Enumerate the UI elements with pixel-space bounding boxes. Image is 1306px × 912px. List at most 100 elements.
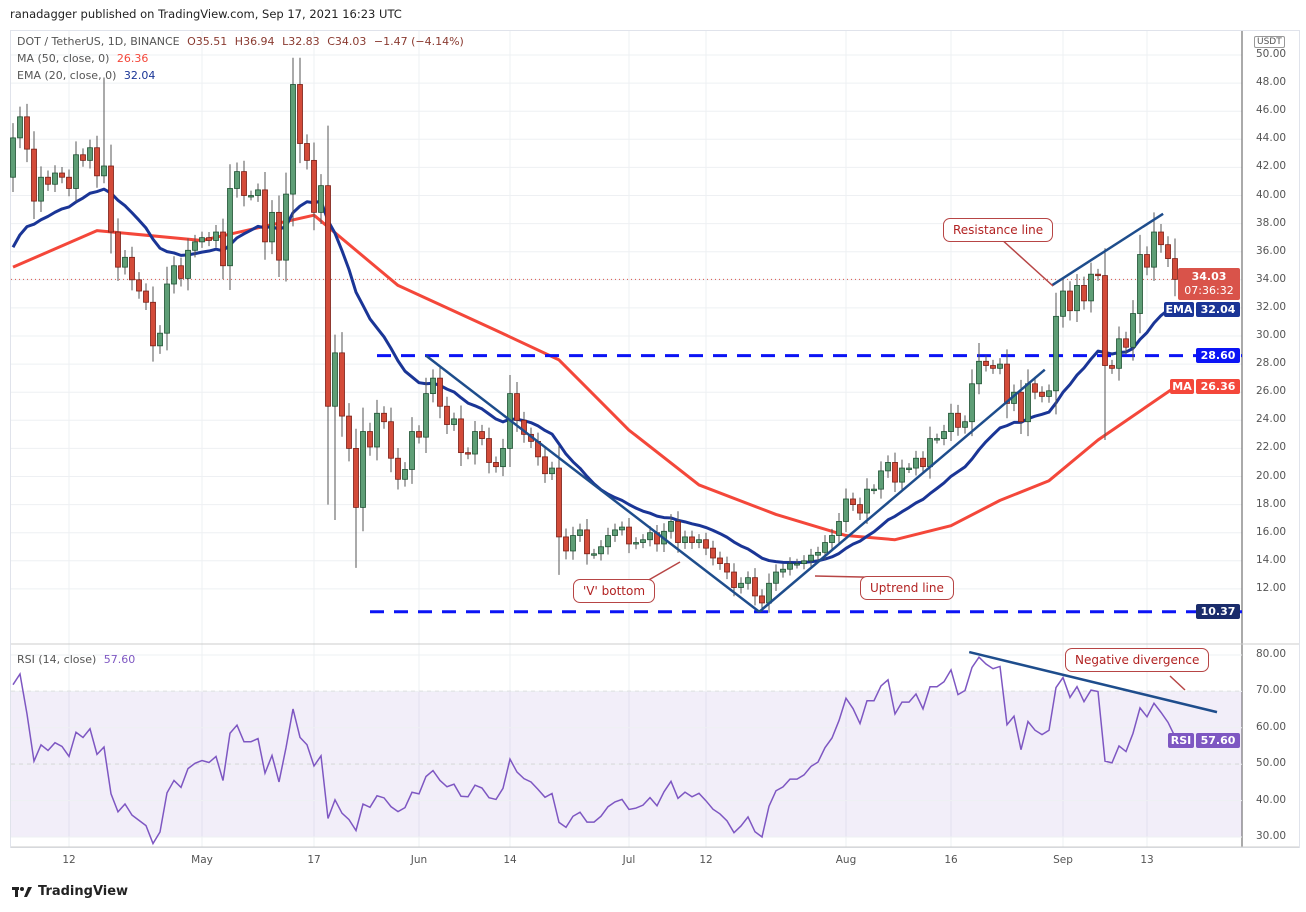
candle-down xyxy=(353,447,359,508)
candle-up xyxy=(1130,313,1136,348)
candle-up xyxy=(843,498,849,522)
time-tick-label: Aug xyxy=(835,854,857,866)
candle-up xyxy=(885,462,891,472)
countdown: 07:36:32 xyxy=(1184,284,1234,297)
candle-up xyxy=(101,165,107,177)
candle-down xyxy=(220,231,226,267)
candle-down xyxy=(1123,338,1129,348)
candle-up xyxy=(234,171,240,189)
candle-up xyxy=(969,383,975,423)
resistance-line-callout[interactable]: Resistance line xyxy=(943,218,1054,242)
time-tick-label: 16 xyxy=(944,854,958,866)
candle-down xyxy=(143,290,149,303)
candle-up xyxy=(360,431,366,508)
candle-up xyxy=(1151,231,1157,268)
candle-up xyxy=(899,467,905,483)
ma-legend[interactable]: MA (50, close, 0) 26.36 xyxy=(17,52,148,65)
candle-up xyxy=(668,521,674,532)
candle-down xyxy=(178,265,184,279)
candle-up xyxy=(605,535,611,548)
candle-down xyxy=(1109,365,1115,369)
candle-up xyxy=(1060,290,1066,317)
tradingview-logo[interactable]: TradingView xyxy=(12,884,128,899)
candle-down xyxy=(66,176,72,189)
candle-up xyxy=(269,211,275,243)
price-tick-label: 42.00 xyxy=(1256,160,1287,173)
candle-up xyxy=(696,539,702,543)
rsi-legend[interactable]: RSI (14, close) 57.60 xyxy=(17,653,135,666)
candle-down xyxy=(556,467,562,538)
candle-up xyxy=(199,237,205,243)
candle-down xyxy=(752,577,758,597)
price-tick-label: 32.00 xyxy=(1256,300,1287,313)
candle-down xyxy=(458,418,464,454)
footer-brand: TradingView xyxy=(38,884,129,899)
ma-price-tag: 26.36 xyxy=(1196,379,1240,394)
candle-down xyxy=(514,393,520,421)
candle-down xyxy=(115,231,121,268)
candle-down xyxy=(24,116,30,150)
candle-up xyxy=(549,467,555,475)
candle-up xyxy=(185,249,191,279)
rsi-value-tag: 57.60 xyxy=(1196,733,1240,748)
candle-up xyxy=(927,438,933,468)
candle-up xyxy=(1046,390,1052,397)
publisher-line: ranadagger published on TradingView.com,… xyxy=(10,7,402,21)
time-tick-label: Sep xyxy=(1053,854,1073,866)
candle-up xyxy=(157,332,163,347)
candle-down xyxy=(857,504,863,514)
candle-down xyxy=(1039,391,1045,397)
time-tick-label: 12 xyxy=(62,854,76,866)
candle-down xyxy=(311,159,317,213)
last-price: 34.03 xyxy=(1191,270,1227,283)
ema-legend[interactable]: EMA (20, close, 0) 32.04 xyxy=(17,69,155,82)
time-tick-label: 17 xyxy=(307,854,321,866)
v-bottom-callout[interactable]: 'V' bottom xyxy=(573,579,656,603)
rsi-tick-label: 70.00 xyxy=(1256,684,1287,697)
candle-down xyxy=(262,189,268,243)
candle-up xyxy=(1088,273,1094,302)
candle-up xyxy=(976,360,982,385)
candle-up xyxy=(815,551,821,556)
candle-down xyxy=(241,171,247,196)
price-tick-label: 46.00 xyxy=(1256,104,1287,117)
candle-down xyxy=(1172,258,1178,280)
change-value: −1.47 (−4.14%) xyxy=(373,35,464,48)
price-tick-label: 20.00 xyxy=(1256,469,1287,482)
candle-down xyxy=(1004,363,1010,404)
close-value: C34.03 xyxy=(327,35,367,48)
candle-down xyxy=(381,412,387,423)
high-value: H36.94 xyxy=(234,35,275,48)
candle-down xyxy=(444,405,450,425)
candle-down xyxy=(1158,231,1164,246)
rsi-line xyxy=(12,656,1176,846)
candle-up xyxy=(577,529,583,536)
candle-down xyxy=(486,438,492,463)
price-tick-label: 50.00 xyxy=(1256,48,1287,60)
ema-label: EMA (20, close, 0) xyxy=(17,69,117,82)
open-value: O35.51 xyxy=(187,35,228,48)
candle-up xyxy=(591,553,597,556)
candle-down xyxy=(1095,273,1101,277)
ema-tag: EMA xyxy=(1164,302,1194,317)
candle-up xyxy=(864,488,870,514)
tradingview-logo-icon xyxy=(12,886,32,897)
candle-up xyxy=(1137,254,1143,314)
currency-label[interactable]: USDT xyxy=(1254,36,1285,48)
candle-up xyxy=(570,535,576,552)
price-tick-label: 18.00 xyxy=(1256,497,1287,510)
candle-up xyxy=(17,116,23,139)
candle-up xyxy=(52,172,58,185)
rsi-label: RSI (14, close) xyxy=(17,653,97,666)
price-tick-label: 36.00 xyxy=(1256,244,1287,257)
candle-up xyxy=(787,563,793,570)
candle-down xyxy=(731,571,737,588)
callout-pointer xyxy=(1169,675,1186,691)
uptrend-line-callout[interactable]: Uptrend line xyxy=(860,576,954,600)
candle-up xyxy=(500,447,506,468)
candle-down xyxy=(703,539,709,549)
candle-up xyxy=(472,431,478,455)
negative-divergence-callout[interactable]: Negative divergence xyxy=(1065,648,1210,672)
price-tick-label: 38.00 xyxy=(1256,216,1287,229)
